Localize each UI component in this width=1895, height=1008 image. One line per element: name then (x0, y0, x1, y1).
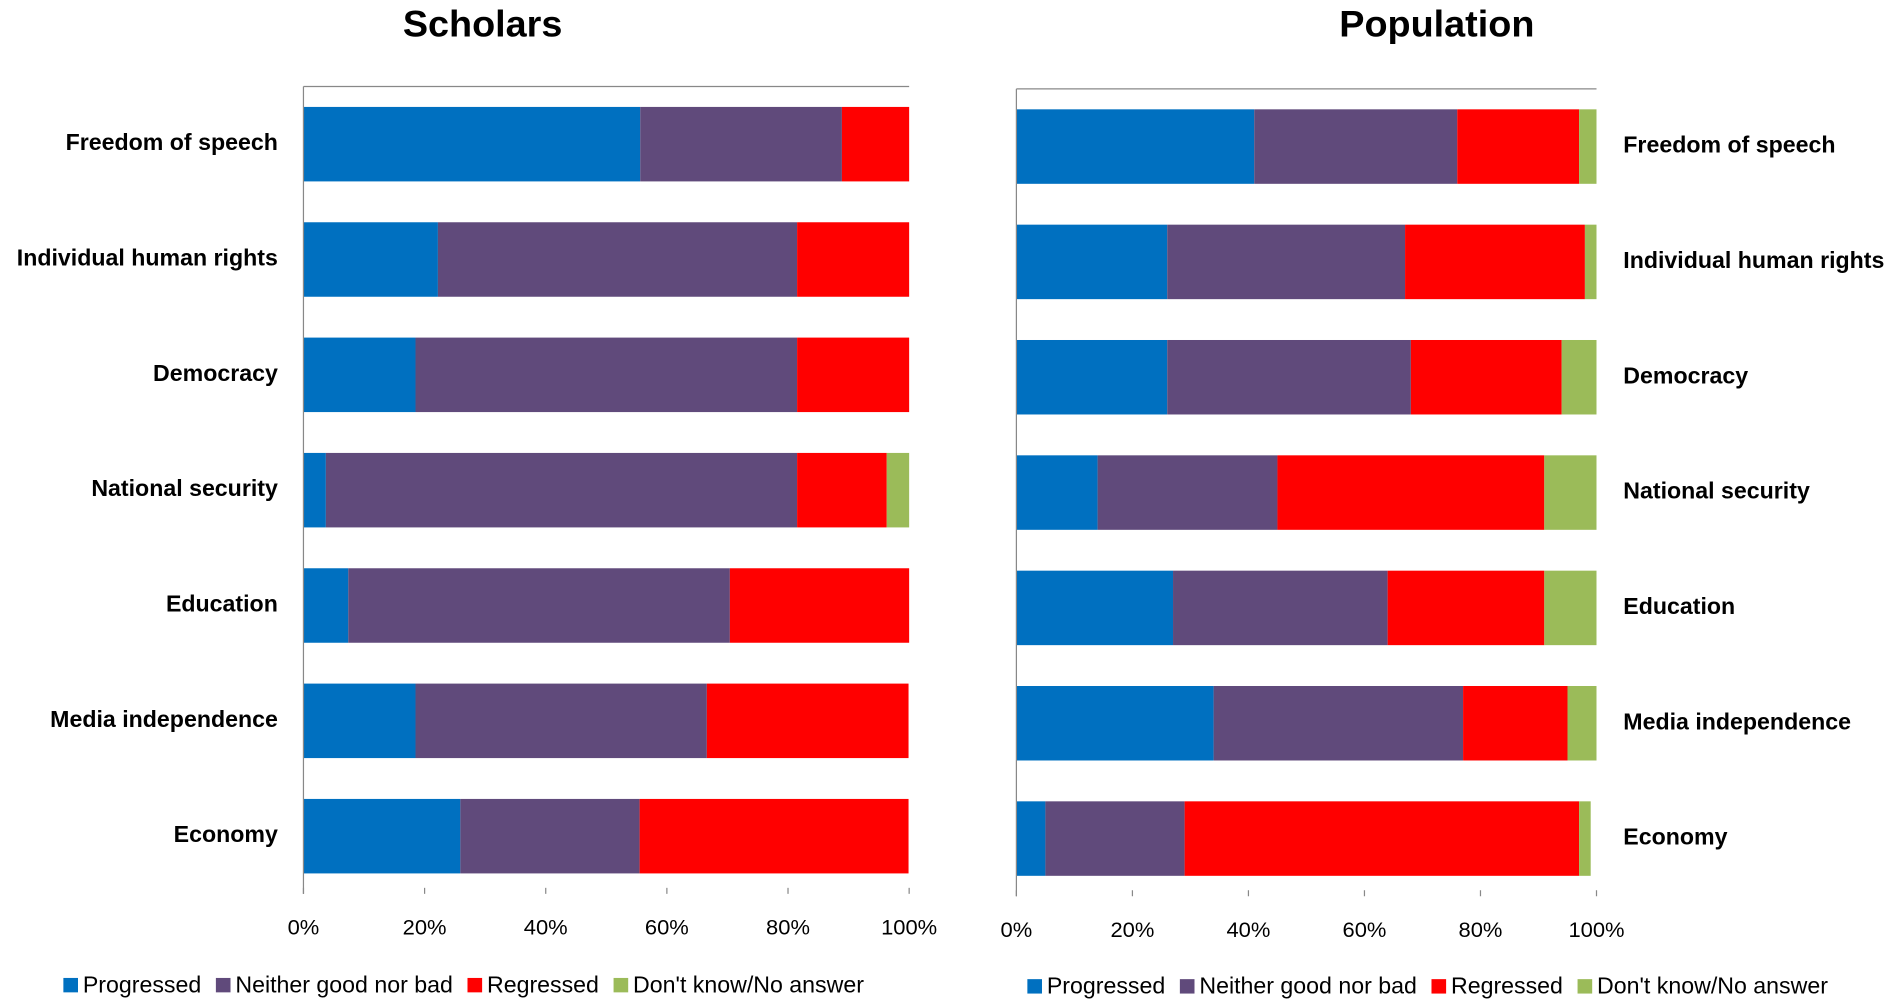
bar-segment (303, 452, 326, 528)
legend-swatch (467, 977, 483, 993)
x-tick-label: 60% (1343, 917, 1387, 942)
bar-segment (1405, 224, 1585, 300)
bar-segment (1561, 339, 1597, 415)
category-label: National security (91, 475, 278, 501)
legend-swatch (215, 977, 231, 993)
bar-segment (797, 337, 910, 413)
x-tick-label: 40% (1226, 917, 1270, 942)
legend-label: Regressed (1451, 973, 1563, 999)
x-tick-label: 0% (1001, 917, 1033, 942)
bar-segment (1016, 801, 1046, 876)
bar-segment (797, 222, 910, 297)
legend-label: Progressed (1047, 973, 1165, 999)
category-label: Media independence (50, 706, 278, 732)
bar-segment (1016, 455, 1098, 530)
category-label: Media independence (1623, 708, 1851, 734)
x-tick-label: 0% (288, 915, 320, 940)
bar-segment (1016, 109, 1255, 184)
chart-group: Scholars Freedom of speech Individual huma… (17, 3, 1885, 999)
legend-label: Don't know/No answer (1597, 973, 1828, 999)
bar-segment (1167, 224, 1406, 300)
bar-segment (415, 683, 707, 759)
bar-segment (797, 452, 887, 528)
bar-segment (1173, 570, 1388, 646)
bar-segment (1579, 801, 1591, 876)
bar-segment (303, 106, 641, 182)
bar-segment (1277, 455, 1545, 530)
bar-segment (1410, 339, 1562, 415)
bar-segment (303, 337, 416, 413)
legend-swatch (613, 977, 629, 993)
x-tick-label: 80% (766, 915, 810, 940)
bar-segment (1584, 224, 1597, 300)
category-label: Economy (1623, 824, 1727, 850)
bar-segment (303, 683, 416, 759)
legend-swatch (1027, 979, 1042, 994)
bar-segment (1016, 339, 1168, 415)
bar-segment (437, 222, 798, 297)
category-label: Economy (174, 821, 278, 847)
bar-segment (1457, 109, 1580, 184)
bar-segment (1016, 570, 1174, 646)
bar-segment (640, 106, 842, 182)
category-label: Individual human rights (1623, 247, 1884, 273)
category-label: Education (1623, 593, 1735, 619)
x-tick-label: 100% (1568, 917, 1624, 942)
category-label: Education (166, 591, 278, 617)
bar-segment (1254, 109, 1458, 184)
bar-segment (706, 683, 909, 759)
legend-label: Progressed (83, 972, 201, 998)
bar-segment (1579, 109, 1597, 184)
bar-segment (303, 798, 461, 874)
x-tick-label: 20% (403, 915, 447, 940)
bar-segment (1167, 339, 1411, 415)
bar-segment (348, 568, 730, 643)
bar-segment (639, 798, 909, 874)
bar-segment (841, 106, 910, 182)
bar-segment (303, 222, 438, 297)
bar-segment (415, 337, 798, 413)
bar-segment (1045, 801, 1185, 876)
bar-segment (1016, 685, 1214, 761)
x-tick-label: 80% (1459, 917, 1503, 942)
bar-segment (1567, 685, 1597, 761)
bar-segment (303, 568, 349, 643)
bar-segment (1463, 685, 1568, 761)
x-tick-label: 40% (524, 915, 568, 940)
category-label: Democracy (153, 360, 278, 386)
legend-swatch (1431, 979, 1447, 994)
legend-swatch (1179, 979, 1195, 994)
legend-label: Neither good nor bad (235, 972, 452, 998)
category-label: Freedom of speech (1623, 132, 1835, 158)
bar-segment (325, 452, 798, 528)
x-tick-label: 100% (881, 915, 937, 940)
category-label: Individual human rights (17, 245, 278, 271)
bar-segment (1016, 224, 1168, 300)
category-label: National security (1623, 478, 1810, 504)
bar-segment (1213, 685, 1464, 761)
bar-segment (460, 798, 640, 874)
legend-label: Regressed (487, 972, 599, 998)
bar-segment (1097, 455, 1278, 530)
chart-title: Population (1339, 3, 1534, 45)
legend-label: Don't know/No answer (633, 972, 864, 998)
bar-segment (1387, 570, 1545, 646)
legend-label: Neither good nor bad (1199, 973, 1416, 999)
bar-segment (1184, 801, 1580, 876)
chart-title: Scholars (403, 3, 563, 45)
bar-segment (1544, 455, 1597, 530)
bar-segment (1544, 570, 1597, 646)
x-tick-label: 20% (1110, 917, 1154, 942)
x-tick-label: 60% (645, 915, 689, 940)
legend-swatch (1577, 979, 1593, 994)
bar-segment (729, 568, 910, 643)
category-label: Democracy (1623, 362, 1748, 388)
legend-swatch (63, 977, 78, 993)
category-label: Freedom of speech (66, 129, 278, 155)
bar-segment (886, 452, 910, 528)
